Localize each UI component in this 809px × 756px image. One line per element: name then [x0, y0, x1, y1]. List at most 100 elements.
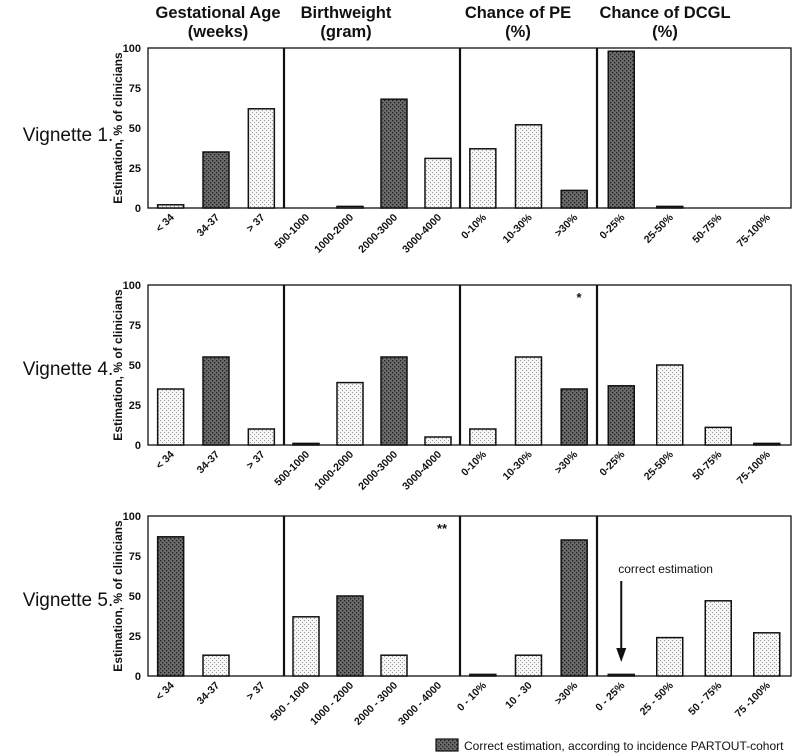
bar — [469, 148, 497, 209]
x-tick-label: >30% — [553, 211, 581, 239]
x-tick-label: 50-75% — [690, 211, 725, 246]
x-tick-label: 2000 - 3000 — [352, 680, 400, 728]
x-tick-label: >30% — [553, 679, 581, 707]
vignette-label: Vignette 4. — [23, 359, 114, 380]
vignette-label: Vignette 5. — [23, 590, 114, 611]
x-tick-label: 75-100% — [735, 211, 774, 250]
x-tick-label: 25 - 50% — [638, 679, 677, 718]
bar — [292, 616, 320, 677]
x-tick-label: > 37 — [244, 449, 267, 472]
annotation-arrow-head — [616, 648, 627, 662]
x-tick-label: 34-37 — [195, 680, 223, 708]
x-tick-label: 2000-3000 — [356, 449, 400, 493]
bar — [514, 356, 543, 446]
bar — [656, 636, 684, 677]
y-tick-label: 100 — [123, 511, 141, 523]
y-tick-label: 50 — [129, 360, 141, 372]
x-tick-label: 1000 - 2000 — [308, 680, 356, 728]
bar — [202, 356, 230, 446]
x-tick-label: 3000-4000 — [400, 212, 444, 256]
x-tick-label: < 34 — [154, 680, 177, 703]
bar — [753, 632, 781, 677]
x-tick-label: 25-50% — [642, 211, 677, 246]
x-tick-label: 25-50% — [642, 448, 677, 483]
bar — [202, 654, 230, 677]
x-tick-label: 34-37 — [195, 449, 223, 477]
x-tick-label: 75 -100% — [733, 679, 774, 720]
x-tick-label: < 34 — [154, 212, 177, 235]
x-tick-label: 10-30% — [501, 211, 536, 246]
x-tick-label: 0 - 25% — [593, 679, 628, 714]
y-tick-label: 75 — [129, 83, 141, 95]
column-header-line2: (gram) — [320, 23, 371, 41]
bar — [292, 442, 320, 446]
column-header-line1: Chance of DCGL — [599, 4, 730, 22]
bar — [514, 124, 543, 209]
x-tick-label: >30% — [553, 448, 581, 476]
column-header-line2: (%) — [652, 23, 678, 41]
y-tick-label: 0 — [135, 671, 141, 683]
plot-frame — [147, 515, 792, 677]
bar — [336, 595, 364, 677]
bar — [607, 673, 635, 677]
x-tick-label: 0 - 10% — [455, 679, 490, 714]
bar — [560, 539, 588, 677]
x-tick-label: 1000-2000 — [312, 449, 356, 493]
bar — [380, 654, 408, 677]
y-tick-label: 75 — [129, 551, 141, 563]
bar — [469, 673, 497, 677]
y-tick-label: 75 — [129, 320, 141, 332]
legend-label: Correct estimation, according to inciden… — [464, 739, 784, 753]
bar — [704, 600, 732, 677]
x-tick-label: > 37 — [244, 212, 267, 235]
bar — [656, 205, 684, 209]
column-header-line1: Gestational Age — [156, 4, 281, 22]
x-tick-label: 34-37 — [195, 212, 223, 240]
significance-marker: ** — [437, 521, 448, 536]
y-axis-title: Estimation, % of clinicians — [111, 520, 125, 672]
bar — [424, 157, 452, 209]
column-header-line1: Birthweight — [301, 4, 392, 22]
bar — [560, 189, 588, 209]
y-tick-label: 25 — [129, 631, 141, 643]
column-header-line1: Chance of PE — [465, 4, 571, 22]
bar — [247, 108, 276, 209]
bar — [380, 356, 408, 446]
x-tick-label: 0-25% — [597, 211, 627, 241]
x-tick-label: 50-75% — [690, 448, 725, 483]
y-tick-label: 50 — [129, 123, 141, 135]
bar — [336, 205, 364, 209]
bar — [247, 428, 276, 446]
x-tick-label: 2000-3000 — [356, 212, 400, 256]
bar — [704, 426, 732, 446]
y-tick-label: 100 — [123, 43, 141, 55]
x-tick-label: 0-25% — [597, 448, 627, 478]
x-tick-label: 500-1000 — [272, 212, 312, 252]
y-tick-label: 100 — [123, 280, 141, 292]
bar — [656, 364, 684, 446]
x-tick-label: 10-30% — [501, 448, 536, 483]
y-axis-title: Estimation, % of clinicians — [111, 289, 125, 441]
bar — [514, 654, 543, 677]
y-axis-title: Estimation, % of clinicians — [111, 52, 125, 204]
x-tick-label: 75-100% — [735, 448, 774, 487]
bar — [156, 536, 185, 677]
x-tick-label: 500-1000 — [272, 449, 312, 489]
bar — [336, 381, 364, 446]
x-tick-label: 500 - 1000 — [268, 680, 312, 724]
y-tick-label: 25 — [129, 400, 141, 412]
bar — [380, 98, 408, 209]
x-tick-label: 0-10% — [459, 448, 489, 478]
annotation-text: correct estimation — [618, 562, 713, 576]
bar — [753, 442, 781, 446]
column-header-line2: (%) — [505, 23, 531, 41]
legend-swatch — [435, 738, 459, 752]
bar — [607, 50, 635, 209]
x-tick-label: 3000-4000 — [400, 449, 444, 493]
column-header-line2: (weeks) — [188, 23, 249, 41]
x-tick-label: 3000 - 4000 — [396, 680, 444, 728]
y-tick-label: 25 — [129, 163, 141, 175]
y-tick-label: 0 — [135, 203, 141, 215]
bar — [424, 436, 452, 446]
